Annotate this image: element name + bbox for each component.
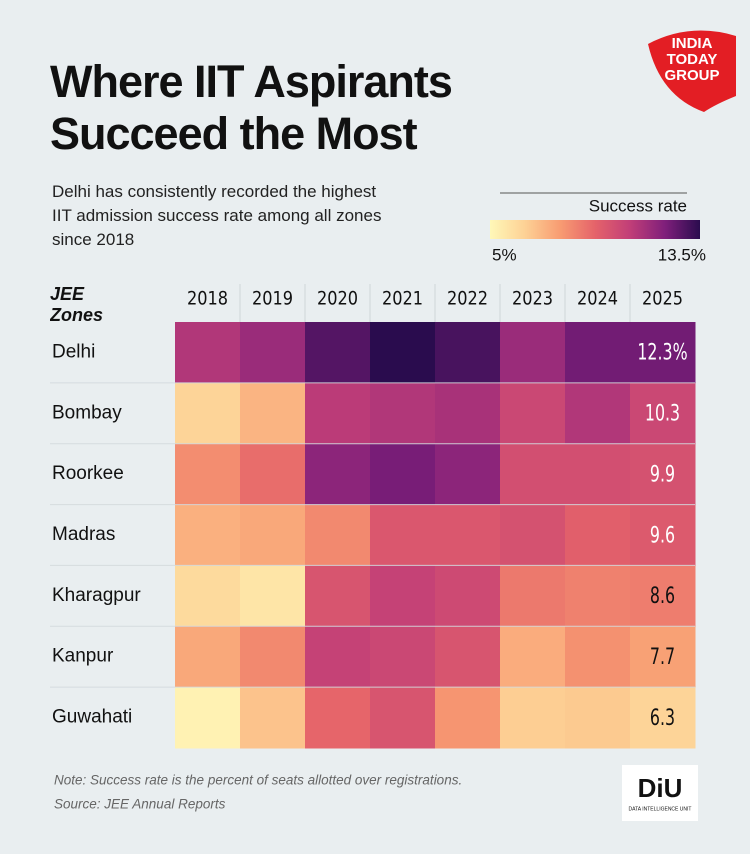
publisher-logo-text: GROUP xyxy=(664,67,719,84)
heatmap-cell xyxy=(305,565,371,627)
heatmap-cell xyxy=(370,626,436,688)
heatmap-cell xyxy=(370,443,436,506)
note: Note: Success rate is the percent of sea… xyxy=(54,773,462,788)
value-label: 10.3 xyxy=(645,400,680,426)
heatmap-cell xyxy=(370,687,436,749)
x-tick-label: 2021 xyxy=(382,288,423,310)
heatmap-cell xyxy=(565,565,631,627)
chart-title: Where IIT Aspirants Succeed the Most xyxy=(50,56,453,159)
heatmap-cell xyxy=(565,626,631,688)
publisher-logo-text: TODAY xyxy=(667,51,718,68)
heatmap-cell xyxy=(240,626,306,688)
y-axis-label: JEE Zones xyxy=(50,284,104,325)
heatmap-cell xyxy=(500,626,566,688)
legend-tick-label: 13.5% xyxy=(658,245,706,264)
heatmap-cell xyxy=(500,443,566,506)
unit-logo-subtext: DATA INTELLIGENCE UNIT xyxy=(629,806,692,812)
heatmap-cell xyxy=(435,382,501,445)
heatmap-cell xyxy=(565,504,631,566)
legend-title: Success rate xyxy=(589,196,687,215)
source: Source: JEE Annual Reports xyxy=(54,797,226,812)
x-tick-label: 2020 xyxy=(317,288,358,310)
heatmap-cell xyxy=(630,504,696,566)
x-tick-label: 2018 xyxy=(187,288,228,310)
heatmap-cell xyxy=(565,382,631,445)
heatmap-cell xyxy=(630,565,696,627)
value-label: 6.3 xyxy=(650,704,675,730)
title-box: Where IIT Aspirants Succeed the Most xyxy=(50,56,453,159)
heatmap-cell xyxy=(500,687,566,749)
y-tick-label: Kharagpur xyxy=(52,585,141,606)
heatmap-cell xyxy=(240,443,306,506)
publisher-logo-shape xyxy=(648,30,736,112)
heatmap-cell xyxy=(435,687,501,749)
heatmap-cell xyxy=(175,443,241,506)
heatmap-cell xyxy=(500,504,566,566)
x-tick-label: 2025 xyxy=(642,288,683,310)
heatmap-cell xyxy=(305,687,371,749)
heatmap-cell xyxy=(435,626,501,688)
unit-logo-text: DiU xyxy=(638,773,683,803)
heatmap-cell xyxy=(565,687,631,749)
heatmap-cell xyxy=(240,565,306,627)
heatmap-cell xyxy=(630,382,696,445)
heatmap-cell xyxy=(175,322,241,384)
publisher-logo-text: INDIA xyxy=(672,35,713,52)
heatmap-cell xyxy=(370,565,436,627)
y-tick-label: Delhi xyxy=(52,341,95,362)
heatmap-cell xyxy=(630,443,696,506)
y-tick-label: Guwahati xyxy=(52,707,132,728)
heatmap-cell xyxy=(435,504,501,566)
y-tick-label: Madras xyxy=(52,524,115,545)
heatmap-cell xyxy=(175,687,241,749)
x-tick-label: 2023 xyxy=(512,288,553,310)
y-tick-label: Roorkee xyxy=(52,463,124,484)
heatmap-cell xyxy=(500,322,566,384)
y-tick-label: Bombay xyxy=(52,402,122,423)
heatmap-cell xyxy=(630,322,696,384)
heatmap-cell xyxy=(630,687,696,749)
heatmap-cell xyxy=(305,322,371,384)
heatmap-cell xyxy=(305,626,371,688)
chart-subtitle: Delhi has consistently recorded the high… xyxy=(52,182,382,249)
heatmap-cell xyxy=(175,382,241,445)
heatmap-cell xyxy=(500,382,566,445)
heatmap-cell xyxy=(240,322,306,384)
value-label: 9.6 xyxy=(650,522,675,548)
subtitle-box: Delhi has consistently recorded the high… xyxy=(52,182,382,249)
heatmap-cell xyxy=(305,382,371,445)
heatmap-cell xyxy=(175,565,241,627)
ylabel-box: JEE Zones xyxy=(50,284,104,325)
value-label: 9.9 xyxy=(650,461,675,487)
heatmap-cell xyxy=(240,687,306,749)
heatmap-cell xyxy=(305,443,371,506)
value-label: 12.3% xyxy=(637,339,687,365)
heatmap-cell xyxy=(175,504,241,566)
y-tick-label: Kanpur xyxy=(52,646,114,667)
value-label: 7.7 xyxy=(650,643,675,669)
x-tick-label: 2024 xyxy=(577,288,618,310)
heatmap-cell xyxy=(435,443,501,506)
legend-gradient xyxy=(490,220,700,239)
heatmap-cell xyxy=(370,382,436,445)
heatmap-cell xyxy=(370,504,436,566)
heatmap-cell xyxy=(240,382,306,445)
heatmap-cell xyxy=(435,565,501,627)
x-tick-label: 2022 xyxy=(447,288,488,310)
legend-tick-label: 5% xyxy=(492,245,517,264)
value-label: 8.6 xyxy=(650,583,675,609)
heatmap-cell xyxy=(435,322,501,384)
heatmap-cell xyxy=(565,443,631,506)
heatmap-cell xyxy=(240,504,306,566)
heatmap-cell xyxy=(500,565,566,627)
x-tick-label: 2019 xyxy=(252,288,293,310)
heatmap-cell xyxy=(565,322,631,384)
unit-logo-box xyxy=(622,765,698,821)
heatmap-cell xyxy=(305,504,371,566)
heatmap-cell xyxy=(175,626,241,688)
heatmap-cell xyxy=(630,626,696,688)
heatmap-cell xyxy=(370,322,436,384)
